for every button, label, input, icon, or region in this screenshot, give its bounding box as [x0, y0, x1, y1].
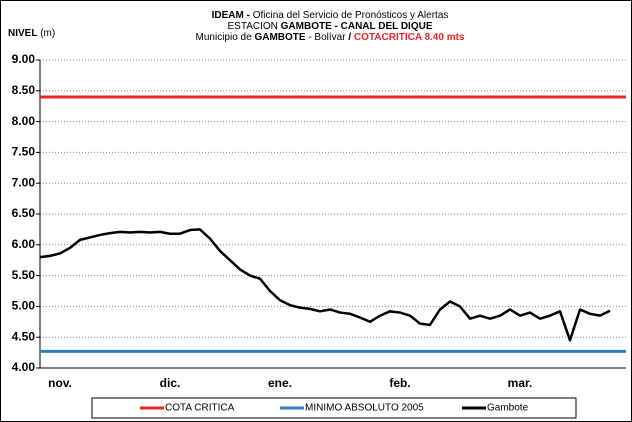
- y-tick-label: 5.00: [12, 299, 36, 313]
- y-axis-label-part: (m): [37, 28, 55, 39]
- title-line-part: IDEAM -: [212, 10, 250, 21]
- data-line: [39, 228, 611, 342]
- y-tick-label: 9.00: [12, 52, 36, 66]
- legend-label: Gambote: [487, 403, 529, 414]
- title-line-part: COTACRITICA 8.40 mts: [354, 32, 465, 43]
- y-tick-label: 4.50: [12, 329, 36, 343]
- title-line-part: GAMBOTE: [254, 32, 305, 43]
- y-axis-label-part: NIVEL: [8, 28, 37, 39]
- title-line-part: Oficina del Servicio de Pronósticos y Al…: [250, 10, 448, 21]
- y-axis-label: NIVEL (m): [8, 28, 55, 39]
- y-tick-label: 7.00: [12, 175, 36, 189]
- y-tick-label: 8.00: [12, 114, 36, 128]
- legend-label: COTA CRITICA: [165, 403, 235, 414]
- x-tick-label: ene.: [268, 376, 292, 390]
- y-tick-label: 6.50: [12, 206, 36, 220]
- y-tick-label: 5.50: [12, 268, 36, 282]
- y-tick-label: 8.50: [12, 83, 36, 97]
- title-line: IDEAM - Oficina del Servicio de Pronósti…: [212, 10, 449, 21]
- y-tick-label: 7.50: [12, 145, 36, 159]
- title-line: ESTACION GAMBOTE - CANAL DEL DIQUE: [227, 21, 432, 32]
- title-line-part: GAMBOTE - CANAL DEL DIQUE: [281, 21, 433, 32]
- title-line-part: - Bolívar: [306, 32, 349, 43]
- x-tick-label: mar.: [508, 376, 533, 390]
- title-line-part: ESTACION: [227, 21, 280, 32]
- title-line-part: Municipio de: [196, 32, 255, 43]
- legend-label: MINIMO ABSOLUTO 2005: [305, 403, 424, 414]
- x-tick-label: dic.: [160, 376, 181, 390]
- legend-box: [91, 397, 577, 419]
- x-tick-label: feb.: [389, 376, 410, 390]
- y-tick-label: 4.00: [12, 360, 36, 374]
- title-line: Municipio de GAMBOTE - Bolívar / COTACRI…: [196, 32, 465, 43]
- y-tick-label: 6.00: [12, 237, 36, 251]
- title-line-part: /: [348, 32, 354, 43]
- x-tick-label: nov.: [48, 376, 72, 390]
